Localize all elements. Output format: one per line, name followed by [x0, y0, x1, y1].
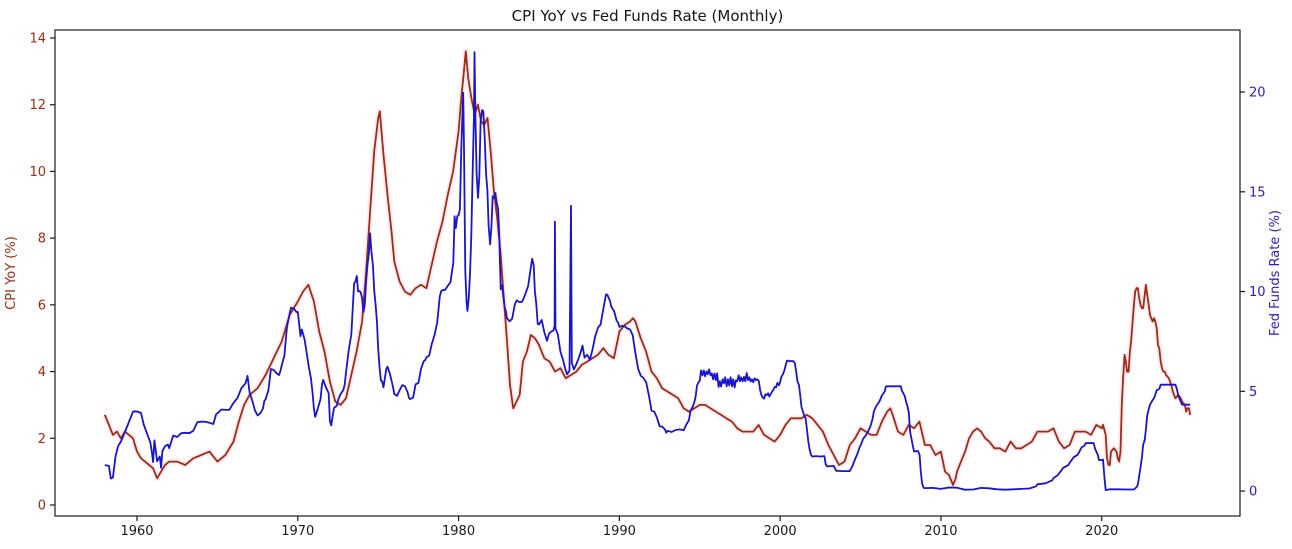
left-tick-label: 6 [38, 298, 46, 313]
cpi-line [103, 50, 1192, 486]
left-tick-label: 12 [29, 98, 46, 113]
left-tick-label: 10 [29, 165, 46, 180]
left-tick-label: 14 [29, 32, 46, 47]
left-tick-label: 2 [38, 432, 46, 447]
plot-area: 1960 1970 1980 1990 2000 2010 2020024681012140… [29, 29, 1266, 539]
x-tick-label: 1970 [281, 524, 314, 539]
left-tick-label: 4 [38, 365, 46, 380]
chart-title: CPI YoY vs Fed Funds Rate (Monthly) [512, 7, 784, 25]
plot-border [54, 29, 1241, 517]
x-tick-label: 2010 [924, 524, 957, 539]
x-tick-label: 1980 [442, 524, 475, 539]
x-tick-label: 2020 [1085, 524, 1118, 539]
x-tick-label: 1960 [120, 524, 153, 539]
right-axis-label: Fed Funds Rate (%) [1268, 210, 1283, 336]
right-tick-label: 0 [1249, 485, 1257, 500]
right-tick-label: 15 [1249, 185, 1266, 200]
left-tick-label: 0 [38, 498, 46, 513]
right-tick-label: 5 [1249, 385, 1257, 400]
left-axis-label: CPI YoY (%) [4, 236, 19, 310]
fedfunds-line [104, 51, 1191, 491]
x-tick-label: 2000 [764, 524, 797, 539]
right-tick-label: 20 [1249, 86, 1266, 101]
right-tick-label: 10 [1249, 285, 1266, 300]
left-tick-label: 8 [38, 232, 46, 247]
cpi-line-halo [102, 48, 1193, 488]
x-tick-label: 1990 [603, 524, 636, 539]
